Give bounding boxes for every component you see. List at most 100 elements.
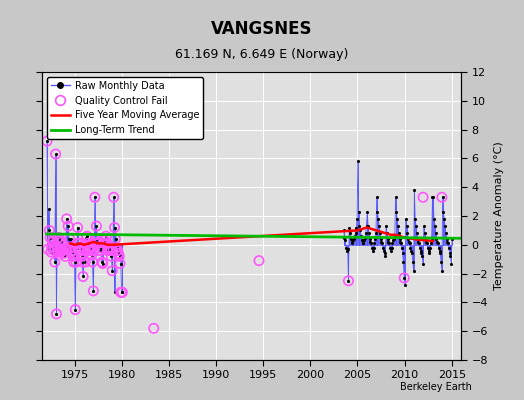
Point [92, 240, 100, 246]
Point [84, 240, 92, 246]
Point [96, 247, 105, 254]
Point [255, 258, 263, 264]
Point [108, 268, 116, 274]
Point [81, 259, 90, 265]
Point [98, 259, 106, 265]
Point [93, 236, 102, 242]
Point [377, 239, 386, 245]
Point [83, 233, 91, 239]
Point [441, 223, 449, 229]
Point [84, 247, 93, 254]
Point [54, 234, 63, 241]
Point [43, 138, 51, 144]
Point [94, 240, 102, 246]
Point [48, 239, 57, 245]
Point [429, 194, 438, 200]
Point [401, 282, 409, 288]
Point [43, 246, 52, 252]
Point [447, 260, 455, 267]
Point [390, 236, 398, 242]
Point [394, 223, 402, 229]
Point [78, 259, 86, 265]
Point [67, 236, 75, 242]
Point [363, 208, 372, 215]
Point [413, 236, 422, 242]
Point [100, 236, 108, 242]
Point [117, 289, 126, 296]
Point [59, 250, 68, 257]
Point [56, 237, 64, 244]
Point [103, 240, 111, 246]
Point [89, 259, 97, 265]
Point [85, 244, 94, 251]
Point [62, 246, 70, 252]
Point [423, 240, 431, 246]
Point [437, 259, 445, 265]
Point [69, 253, 77, 260]
Point [57, 249, 66, 255]
Point [387, 247, 395, 254]
Point [358, 240, 367, 246]
Point [428, 237, 436, 244]
Point [407, 247, 416, 254]
Point [400, 275, 408, 281]
Point [398, 244, 406, 251]
Point [49, 237, 58, 244]
Point [45, 227, 53, 234]
Point [365, 236, 374, 242]
Point [111, 236, 119, 242]
Point [395, 236, 403, 242]
Point [56, 237, 64, 244]
Point [341, 237, 350, 244]
Point [79, 273, 88, 280]
Point [398, 250, 407, 257]
Point [370, 240, 378, 246]
Legend: Raw Monthly Data, Quality Control Fail, Five Year Moving Average, Long-Term Tren: Raw Monthly Data, Quality Control Fail, … [47, 77, 203, 139]
Point [108, 268, 116, 274]
Point [62, 246, 70, 252]
Point [81, 247, 89, 254]
Point [431, 230, 440, 236]
Point [62, 216, 71, 222]
Point [432, 236, 441, 242]
Point [92, 223, 101, 229]
Point [92, 223, 101, 229]
Point [116, 260, 125, 267]
Point [90, 247, 99, 254]
Point [387, 244, 396, 251]
Point [421, 236, 430, 242]
Point [73, 240, 81, 246]
Point [149, 325, 158, 332]
Point [113, 247, 121, 254]
Point [61, 253, 69, 260]
Point [442, 230, 450, 236]
Point [344, 278, 353, 284]
Point [385, 240, 394, 246]
Point [393, 216, 401, 222]
Point [58, 239, 66, 245]
Point [63, 244, 72, 251]
Point [415, 240, 423, 246]
Point [43, 138, 51, 144]
Point [92, 240, 100, 246]
Point [103, 247, 112, 254]
Point [51, 259, 59, 265]
Point [425, 250, 433, 257]
Point [65, 236, 73, 242]
Point [379, 247, 388, 254]
Point [88, 252, 96, 258]
Point [81, 259, 90, 265]
Point [102, 233, 110, 239]
Point [105, 244, 113, 251]
Point [390, 233, 399, 239]
Y-axis label: Temperature Anomaly (°C): Temperature Anomaly (°C) [494, 142, 504, 290]
Point [392, 208, 400, 215]
Point [419, 260, 427, 267]
Point [420, 230, 429, 236]
Point [342, 244, 350, 251]
Point [386, 244, 394, 251]
Point [401, 216, 410, 222]
Point [420, 223, 428, 229]
Point [408, 250, 416, 257]
Point [378, 240, 386, 246]
